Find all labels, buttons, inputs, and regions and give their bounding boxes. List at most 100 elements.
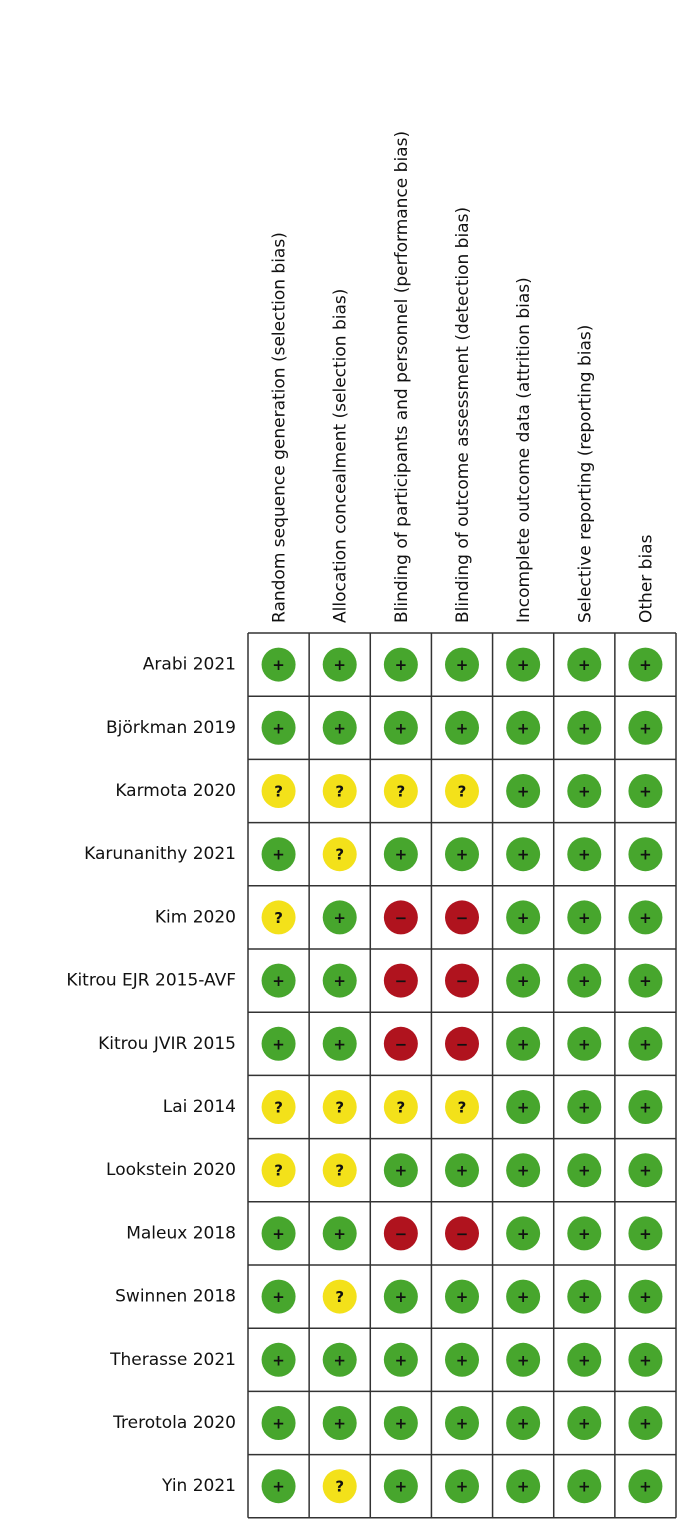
judgment-circle (445, 647, 479, 682)
judgment-circle (628, 1090, 663, 1124)
judgment-circle (628, 963, 663, 998)
judgment-circle (567, 963, 602, 998)
judgment-symbol: + (272, 1478, 285, 1496)
judgment-symbol: − (395, 1225, 408, 1243)
judgment-symbol: + (517, 846, 530, 864)
judgment-circle (261, 1406, 296, 1440)
judgment-symbol: + (578, 719, 591, 737)
judgment-symbol: ? (397, 783, 406, 801)
judgment-symbol: + (578, 1035, 591, 1053)
judgment-circle (322, 1026, 357, 1061)
judgment-symbol: + (578, 656, 591, 674)
judgment-circle (322, 1153, 357, 1188)
study-label: Trerotola 2020 (112, 1413, 236, 1433)
judgment-circle (506, 837, 541, 872)
judgment-circle (567, 1342, 602, 1377)
judgment-symbol: ? (335, 1162, 344, 1180)
judgment-symbol: + (395, 656, 408, 674)
judgment-symbol: + (272, 656, 285, 674)
judgment-symbol: + (578, 1162, 591, 1180)
judgment-circle (628, 1153, 663, 1188)
judgment-circle (445, 1026, 479, 1061)
judgment-circle (383, 1090, 418, 1124)
judgment-circle (506, 1153, 541, 1188)
judgment-circle (445, 900, 479, 935)
judgment-symbol: + (395, 719, 408, 737)
judgment-circle (445, 1342, 479, 1377)
judgment-circle (567, 1469, 602, 1504)
judgment-symbol: + (395, 1351, 408, 1369)
judgment-circle (445, 1469, 479, 1504)
judgment-symbol: + (517, 972, 530, 990)
judgment-symbol: + (395, 1478, 408, 1496)
judgment-symbol: ? (335, 1478, 344, 1496)
study-label: Kitrou JVIR 2015 (98, 1034, 236, 1054)
judgment-circle (322, 900, 357, 935)
judgment-circle (383, 1342, 418, 1377)
judgment-symbol: + (639, 1351, 652, 1369)
judgment-circle (261, 1026, 296, 1061)
judgment-circle (383, 1279, 418, 1314)
judgment-symbol: + (639, 1099, 652, 1117)
judgment-circle (567, 1406, 602, 1440)
judgment-circle (322, 1469, 357, 1504)
judgment-symbol: + (456, 656, 469, 674)
judgment-circle (628, 1406, 663, 1440)
judgment-symbol: + (517, 783, 530, 801)
study-label: Lai 2014 (163, 1097, 236, 1117)
judgment-symbol: + (333, 656, 346, 674)
judgment-symbol: + (517, 1288, 530, 1306)
judgment-symbol: ? (274, 1162, 283, 1180)
judgment-circle (445, 774, 479, 808)
judgment-circle (628, 1469, 663, 1504)
judgment-circle (506, 963, 541, 998)
judgment-circle (322, 1216, 357, 1251)
judgment-circle (322, 963, 357, 998)
judgment-circle (322, 1090, 357, 1124)
judgment-circle (506, 710, 541, 745)
judgment-circle (567, 837, 602, 872)
judgment-symbol: + (578, 783, 591, 801)
judgment-symbol: + (639, 783, 652, 801)
judgment-circle (506, 1090, 541, 1124)
judgment-symbol: + (333, 1351, 346, 1369)
judgment-symbol: + (272, 1225, 285, 1243)
judgment-symbol: + (456, 1162, 469, 1180)
judgment-symbol: + (272, 1415, 285, 1433)
judgment-symbol: + (272, 846, 285, 864)
judgment-circle (567, 710, 602, 745)
judgment-symbol: ? (458, 783, 467, 801)
judgment-circle (322, 837, 357, 872)
judgment-symbol: + (517, 1162, 530, 1180)
judgment-circle (322, 1279, 357, 1314)
judgment-circle (261, 837, 296, 872)
study-label: Lookstein 2020 (106, 1160, 236, 1180)
judgment-circle (506, 900, 541, 935)
judgment-circle (261, 1153, 296, 1188)
study-label: Kim 2020 (155, 907, 236, 927)
judgment-symbol: + (333, 972, 346, 990)
judgment-circle (567, 1279, 602, 1314)
judgment-circle (261, 1469, 296, 1504)
judgment-circle (383, 900, 418, 935)
judgment-symbol: + (578, 1288, 591, 1306)
judgment-symbol: − (456, 1035, 469, 1053)
judgment-circle (628, 1279, 663, 1314)
judgment-symbol: + (639, 1478, 652, 1496)
judgment-circle (445, 963, 479, 998)
judgment-circle (322, 1406, 357, 1440)
judgment-symbol: ? (335, 846, 344, 864)
judgment-symbol: + (456, 1288, 469, 1306)
judgment-symbol: + (395, 1415, 408, 1433)
judgment-circle (506, 1279, 541, 1314)
study-label: Karmota 2020 (115, 781, 236, 801)
judgment-circle (445, 1406, 479, 1440)
judgment-circle (322, 710, 357, 745)
study-label: Karunanithy 2021 (84, 844, 236, 864)
judgment-symbol: + (517, 909, 530, 927)
judgment-circle (322, 1342, 357, 1377)
judgment-symbol: ? (274, 909, 283, 927)
judgment-circle (445, 1090, 479, 1124)
judgment-circle (445, 710, 479, 745)
judgment-symbol: + (639, 1035, 652, 1053)
